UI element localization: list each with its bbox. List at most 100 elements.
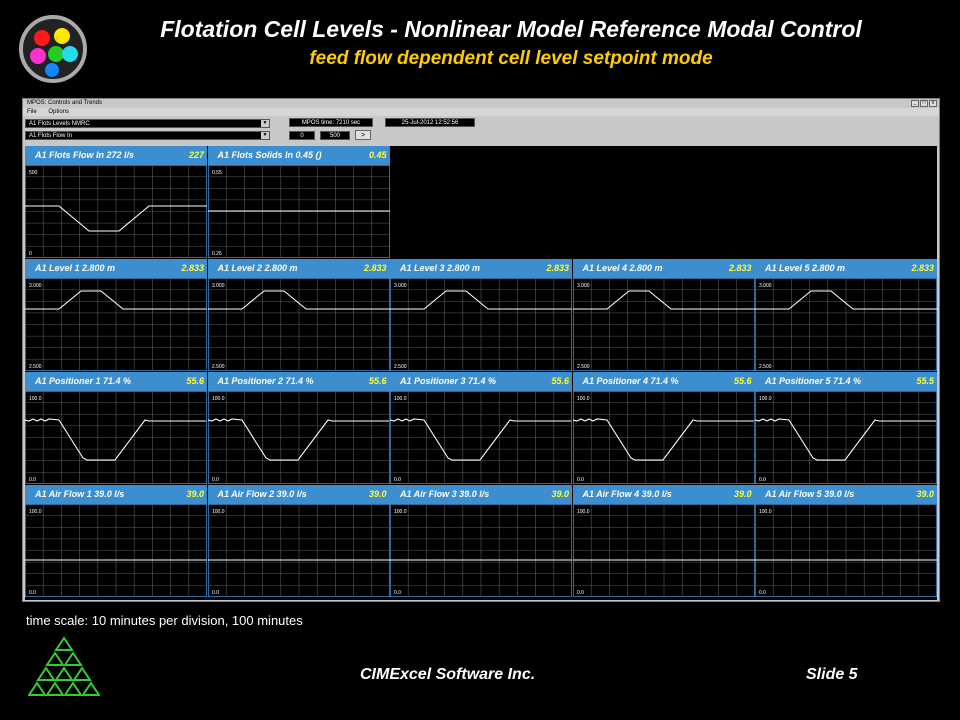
trend-current-value: 2.833 <box>363 263 387 273</box>
trend-line <box>207 290 390 310</box>
trend-current-value: 2.833 <box>181 263 204 273</box>
trend-panel[interactable]: A1 Positioner 3 71.4 % 55.6 100.0 0.0 <box>390 372 572 484</box>
trend-display-area: A1 Flots Flow In 272 l/s 227 500 0 A1 Flots … <box>25 146 937 600</box>
maximize-button[interactable]: □ <box>920 100 928 107</box>
y-max-label: 3.000 <box>759 283 772 289</box>
trend-current-value: 2.833 <box>911 263 934 273</box>
trend-plot: 100.0 0.0 <box>755 504 937 597</box>
trend-panel[interactable]: A1 Positioner 4 71.4 % 55.6 100.0 0.0 <box>572 372 755 484</box>
trend-panel[interactable]: A1 Air Flow 1 39.0 l/s 39.0 100.0 0.0 <box>25 485 207 597</box>
trend-panel-header: A1 Air Flow 2 39.0 l/s 39.0 <box>207 485 390 504</box>
window-title: MPOS: Controls and Trends <box>23 99 939 108</box>
trend-panel[interactable]: A1 Air Flow 5 39.0 l/s 39.0 100.0 0.0 <box>755 485 937 597</box>
trend-plot: 3.000 2.500 <box>25 278 207 371</box>
trend-panel-header: A1 Positioner 4 71.4 % 55.6 <box>572 372 755 391</box>
y-min-label: 0 <box>29 251 32 257</box>
chevron-down-icon[interactable]: ▼ <box>261 120 269 127</box>
minimize-button[interactable]: _ <box>911 100 919 107</box>
start-time-field[interactable]: 0 <box>289 131 315 140</box>
trend-tag-label: A1 Level 5 2.800 m <box>765 263 846 273</box>
trend-tag-label: A1 Positioner 5 71.4 % <box>765 376 862 386</box>
slide-title: Flotation Cell Levels - Nonlinear Model … <box>160 16 862 42</box>
trend-panel[interactable]: A1 Flots Flow In 272 l/s 227 500 0 <box>25 146 207 258</box>
trend-current-value: 39.0 <box>551 489 569 499</box>
trend-plot: 100.0 0.0 <box>25 391 207 484</box>
trend-panel[interactable]: A1 Flots Solids In 0.45 () 0.45 0.55 0.25 <box>207 146 390 258</box>
trend-tag-label: A1 Air Flow 2 39.0 l/s <box>217 489 307 499</box>
y-max-label: 100.0 <box>759 396 772 402</box>
trend-current-value: 55.6 <box>186 376 204 386</box>
trend-tag-label: A1 Air Flow 4 39.0 l/s <box>582 489 672 499</box>
toolbar: A1 Flots Levels NMRC ▼ A1 Flots Flow In … <box>23 116 939 145</box>
y-max-label: 500 <box>29 170 38 176</box>
trend-panel-header: A1 Level 2 2.800 m 2.833 <box>207 259 390 278</box>
span-field[interactable]: 500 <box>320 131 350 140</box>
trend-current-value: 39.0 <box>733 489 752 499</box>
trend-current-value: 2.833 <box>728 263 752 273</box>
trend-current-value: 39.0 <box>368 489 387 499</box>
trend-panel[interactable]: A1 Level 3 2.800 m 2.833 3.000 2.500 <box>390 259 572 371</box>
trend-panel[interactable]: A1 Level 2 2.800 m 2.833 3.000 2.500 <box>207 259 390 371</box>
trend-panel[interactable]: A1 Positioner 5 71.4 % 55.5 100.0 0.0 <box>755 372 937 484</box>
trend-panel[interactable]: A1 Level 4 2.800 m 2.833 3.000 2.500 <box>572 259 755 371</box>
tag-select-value: A1 Flots Flow In <box>29 133 73 139</box>
slide-number: Slide 5 <box>806 666 858 683</box>
y-max-label: 100.0 <box>212 509 225 515</box>
trend-plot: 500 0 <box>25 165 207 258</box>
trend-plot: 100.0 0.0 <box>572 504 755 597</box>
trend-panel[interactable]: A1 Air Flow 2 39.0 l/s 39.0 100.0 0.0 <box>207 485 390 597</box>
date-time-display: 25-Jul-2012 12:52:56 <box>385 118 475 127</box>
y-max-label: 100.0 <box>394 396 407 402</box>
trend-tag-label: A1 Positioner 2 71.4 % <box>217 376 314 386</box>
y-max-label: 3.000 <box>577 283 590 289</box>
trend-tag-label: A1 Level 4 2.800 m <box>582 263 663 273</box>
trend-panel-header: A1 Positioner 5 71.4 % 55.5 <box>755 372 937 391</box>
trend-panel[interactable]: A1 Positioner 2 71.4 % 55.6 100.0 0.0 <box>207 372 390 484</box>
trend-panel-header: A1 Flots Flow In 272 l/s 227 <box>25 146 207 165</box>
y-min-label: 2.500 <box>29 364 42 370</box>
trend-panel[interactable]: A1 Air Flow 3 39.0 l/s 39.0 100.0 0.0 <box>390 485 572 597</box>
trend-group-select[interactable]: A1 Flots Levels NMRC ▼ <box>25 119 270 128</box>
trend-tag-label: A1 Flots Solids In 0.45 () <box>217 150 322 160</box>
trend-plot: 100.0 0.0 <box>572 391 755 484</box>
y-min-label: 0.0 <box>577 477 584 483</box>
trend-plot: 100.0 0.0 <box>207 504 390 597</box>
tag-select[interactable]: A1 Flots Flow In ▼ <box>25 131 270 140</box>
chevron-down-icon[interactable]: ▼ <box>261 132 269 139</box>
close-button[interactable]: x <box>929 100 937 107</box>
y-min-label: 0.0 <box>394 590 401 596</box>
triangle-pyramid-logo-icon <box>28 636 100 696</box>
trend-tag-label: A1 Air Flow 1 39.0 l/s <box>35 489 125 499</box>
trend-current-value: 55.5 <box>916 376 934 386</box>
menu-options[interactable]: Options <box>48 109 70 115</box>
menu-file[interactable]: File <box>27 109 37 115</box>
trend-current-value: 227 <box>188 150 204 160</box>
y-min-label: 0.25 <box>212 251 222 257</box>
y-max-label: 100.0 <box>29 396 42 402</box>
trend-panel[interactable]: A1 Level 1 2.800 m 2.833 3.000 2.500 <box>25 259 207 371</box>
trend-panel-header: A1 Level 4 2.800 m 2.833 <box>572 259 755 278</box>
go-button[interactable]: > <box>355 130 371 140</box>
time-scale-note: time scale: 10 minutes per division, 100… <box>26 613 303 628</box>
y-min-label: 0.0 <box>577 590 584 596</box>
trend-panel[interactable]: A1 Positioner 1 71.4 % 55.6 100.0 0.0 <box>25 372 207 484</box>
y-min-label: 0.0 <box>212 590 219 596</box>
slide-subtitle: feed flow dependent cell level setpoint … <box>309 48 713 69</box>
trend-plot: 100.0 0.0 <box>390 391 572 484</box>
trend-line <box>755 418 936 461</box>
trend-current-value: 39.0 <box>916 489 934 499</box>
trend-panel[interactable]: A1 Level 5 2.800 m 2.833 3.000 2.500 <box>755 259 937 371</box>
y-max-label: 100.0 <box>212 396 225 402</box>
trend-panel-header: A1 Positioner 1 71.4 % 55.6 <box>25 372 207 391</box>
mpos-time-display: MPOS time: 7210 sec <box>289 118 373 127</box>
y-min-label: 0.0 <box>29 477 36 483</box>
trend-current-value: 39.0 <box>186 489 204 499</box>
trend-plot: 0.55 0.25 <box>207 165 390 258</box>
trend-plot: 3.000 2.500 <box>572 278 755 371</box>
trend-panel-header: A1 Level 1 2.800 m 2.833 <box>25 259 207 278</box>
trend-current-value: 2.833 <box>546 263 569 273</box>
y-max-label: 100.0 <box>577 396 590 402</box>
trend-plot: 100.0 0.0 <box>207 391 390 484</box>
trend-line <box>755 290 937 310</box>
trend-panel[interactable]: A1 Air Flow 4 39.0 l/s 39.0 100.0 0.0 <box>572 485 755 597</box>
